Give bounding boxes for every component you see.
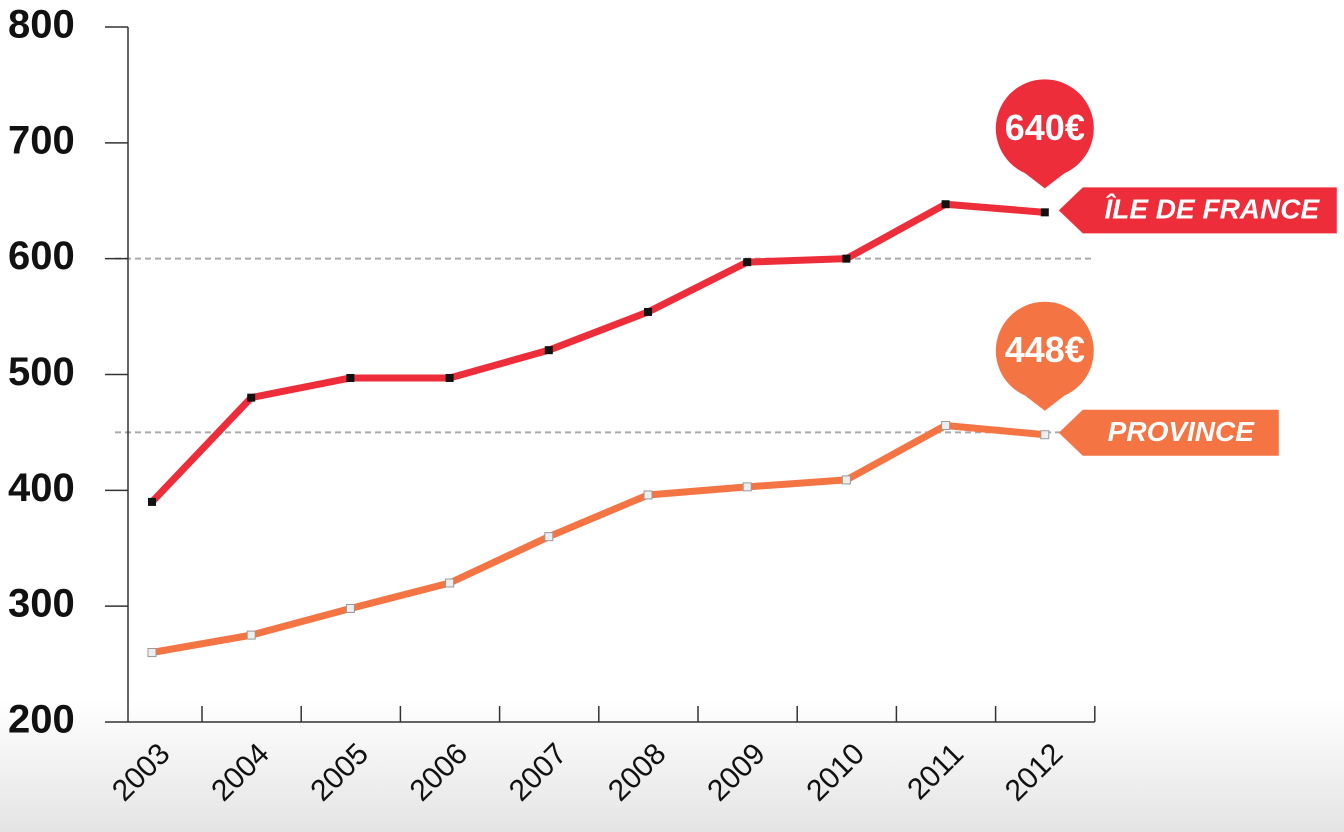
value-callout: 640€ bbox=[995, 79, 1094, 189]
y-tick-label: 300 bbox=[8, 582, 75, 626]
point-marker bbox=[644, 307, 652, 316]
point-marker bbox=[1040, 208, 1049, 217]
point-marker bbox=[445, 578, 455, 588]
legend-label: ÎLE DE FRANCE bbox=[1104, 194, 1320, 225]
y-tick-label: 400 bbox=[8, 466, 75, 510]
value-label: 640€ bbox=[1005, 107, 1085, 148]
point-marker bbox=[743, 258, 752, 267]
point-marker bbox=[941, 420, 951, 430]
point-marker bbox=[445, 373, 454, 382]
series-line bbox=[151, 421, 1046, 656]
point-marker bbox=[941, 200, 950, 209]
point-marker bbox=[841, 475, 851, 485]
y-tick-label: 700 bbox=[8, 118, 75, 162]
callout-circle bbox=[995, 301, 1094, 400]
point-marker bbox=[147, 648, 157, 657]
callout-circle bbox=[995, 79, 1094, 178]
point-marker bbox=[1040, 430, 1050, 440]
legend-label: PROVINCE bbox=[1108, 416, 1256, 447]
value-callout: 448€ bbox=[995, 301, 1094, 411]
point-marker bbox=[842, 254, 851, 263]
series-line bbox=[149, 200, 1046, 505]
value-label: 448€ bbox=[1005, 329, 1085, 370]
point-marker bbox=[345, 603, 355, 613]
point-marker bbox=[346, 373, 355, 382]
point-marker bbox=[148, 497, 156, 506]
point-marker bbox=[742, 482, 752, 492]
point-marker bbox=[544, 532, 554, 542]
legend-tag bbox=[1058, 409, 1279, 456]
point-marker bbox=[643, 490, 653, 500]
point-marker bbox=[246, 630, 256, 640]
y-tick-label: 800 bbox=[8, 3, 75, 47]
y-tick-label: 200 bbox=[8, 698, 75, 742]
point-marker bbox=[544, 346, 553, 355]
y-tick-label: 600 bbox=[8, 234, 75, 278]
point-marker bbox=[247, 393, 256, 402]
y-tick-label: 500 bbox=[8, 350, 75, 394]
legend-tag bbox=[1058, 187, 1337, 234]
